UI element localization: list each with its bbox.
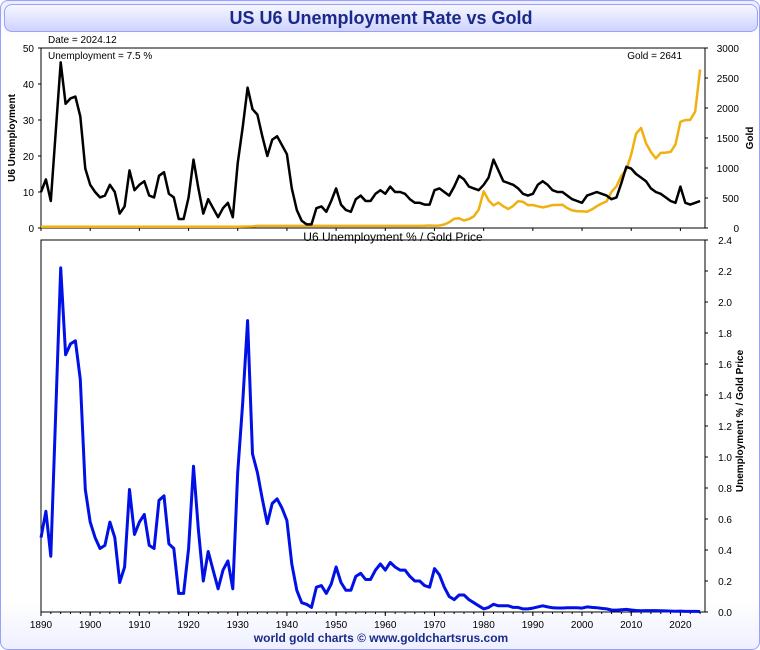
y-tick-ratio: 0.0	[718, 608, 732, 619]
y-tick-ratio: 2.0	[718, 298, 732, 309]
y-tick-right: 0	[733, 224, 739, 235]
y-tick-left: 50	[23, 44, 35, 55]
y-tick-ratio: 0.6	[718, 515, 732, 526]
x-tick: 1940	[276, 620, 299, 631]
ratio-chart-title: U6 Unemployment % / Gold Price	[303, 230, 483, 244]
x-tick: 1990	[522, 620, 545, 631]
y-tick-right: 500	[722, 194, 739, 205]
y-tick-right: 2500	[717, 74, 740, 85]
y-tick-left: 30	[23, 116, 35, 127]
y-tick-left: 20	[23, 152, 35, 163]
x-tick: 1930	[227, 620, 250, 631]
chart-title: US U6 Unemployment Rate vs Gold	[4, 4, 758, 32]
x-tick: 1900	[79, 620, 102, 631]
y-tick-ratio: 1.0	[718, 453, 732, 464]
y-tick-ratio: 1.2	[718, 422, 732, 433]
y-tick-left: 10	[23, 188, 35, 199]
x-tick: 1970	[423, 620, 446, 631]
bottom-plot-area	[40, 239, 706, 613]
x-tick: 1920	[177, 620, 200, 631]
y-tick-ratio: 1.6	[718, 360, 732, 371]
y-tick-ratio: 2.2	[718, 267, 732, 278]
y-tick-right: 1500	[717, 134, 740, 145]
x-tick: 1960	[374, 620, 397, 631]
x-tick: 1910	[128, 620, 151, 631]
y-tick-ratio: 0.2	[718, 577, 732, 588]
y-tick-ratio: 1.8	[718, 329, 732, 340]
y-axis-label-left: U6 Unemployment	[7, 93, 18, 181]
x-tick: 2020	[669, 620, 692, 631]
bottom-series	[39, 266, 701, 613]
bottom-ticks: 0.0 0.2 0.4 0.6 0.8 1.0 1.2 1.4 1.6 1.8 2.0 2.2 2.4 1…	[30, 236, 733, 631]
y-tick-ratio: 1.4	[718, 391, 732, 402]
top-grid	[40, 228, 681, 231]
annotation-gold: Gold = 2641	[627, 51, 682, 62]
annotation-unemployment: Unemployment = 7.5 %	[48, 51, 152, 62]
y-axis-label-right-gold: Gold	[745, 127, 756, 150]
y-tick-right: 1000	[717, 164, 740, 175]
x-tick: 2000	[571, 620, 594, 631]
x-tick: 2010	[620, 620, 643, 631]
y-tick-ratio: 0.4	[718, 546, 732, 557]
y-tick-right: 3000	[717, 44, 740, 55]
y-axis-label-right-ratio: Unemployment % / Gold Price	[735, 349, 746, 492]
footer-credit: world gold charts © www.goldchartsrus.co…	[253, 631, 509, 645]
x-tick: 1950	[325, 620, 348, 631]
y-tick-left: 40	[23, 80, 35, 91]
y-tick-left: 0	[28, 224, 34, 235]
x-tick: 1890	[30, 620, 53, 631]
ratio-line	[39, 266, 701, 613]
gold-price-line	[41, 69, 702, 228]
annotation-date: Date = 2024.12	[48, 35, 117, 46]
y-tick-ratio: 2.4	[718, 236, 732, 247]
y-tick-ratio: 0.8	[718, 484, 732, 495]
top-series	[39, 61, 702, 228]
y-tick-right: 2000	[717, 104, 740, 115]
u6-unemployment-line	[39, 61, 701, 226]
x-tick: 1980	[473, 620, 496, 631]
